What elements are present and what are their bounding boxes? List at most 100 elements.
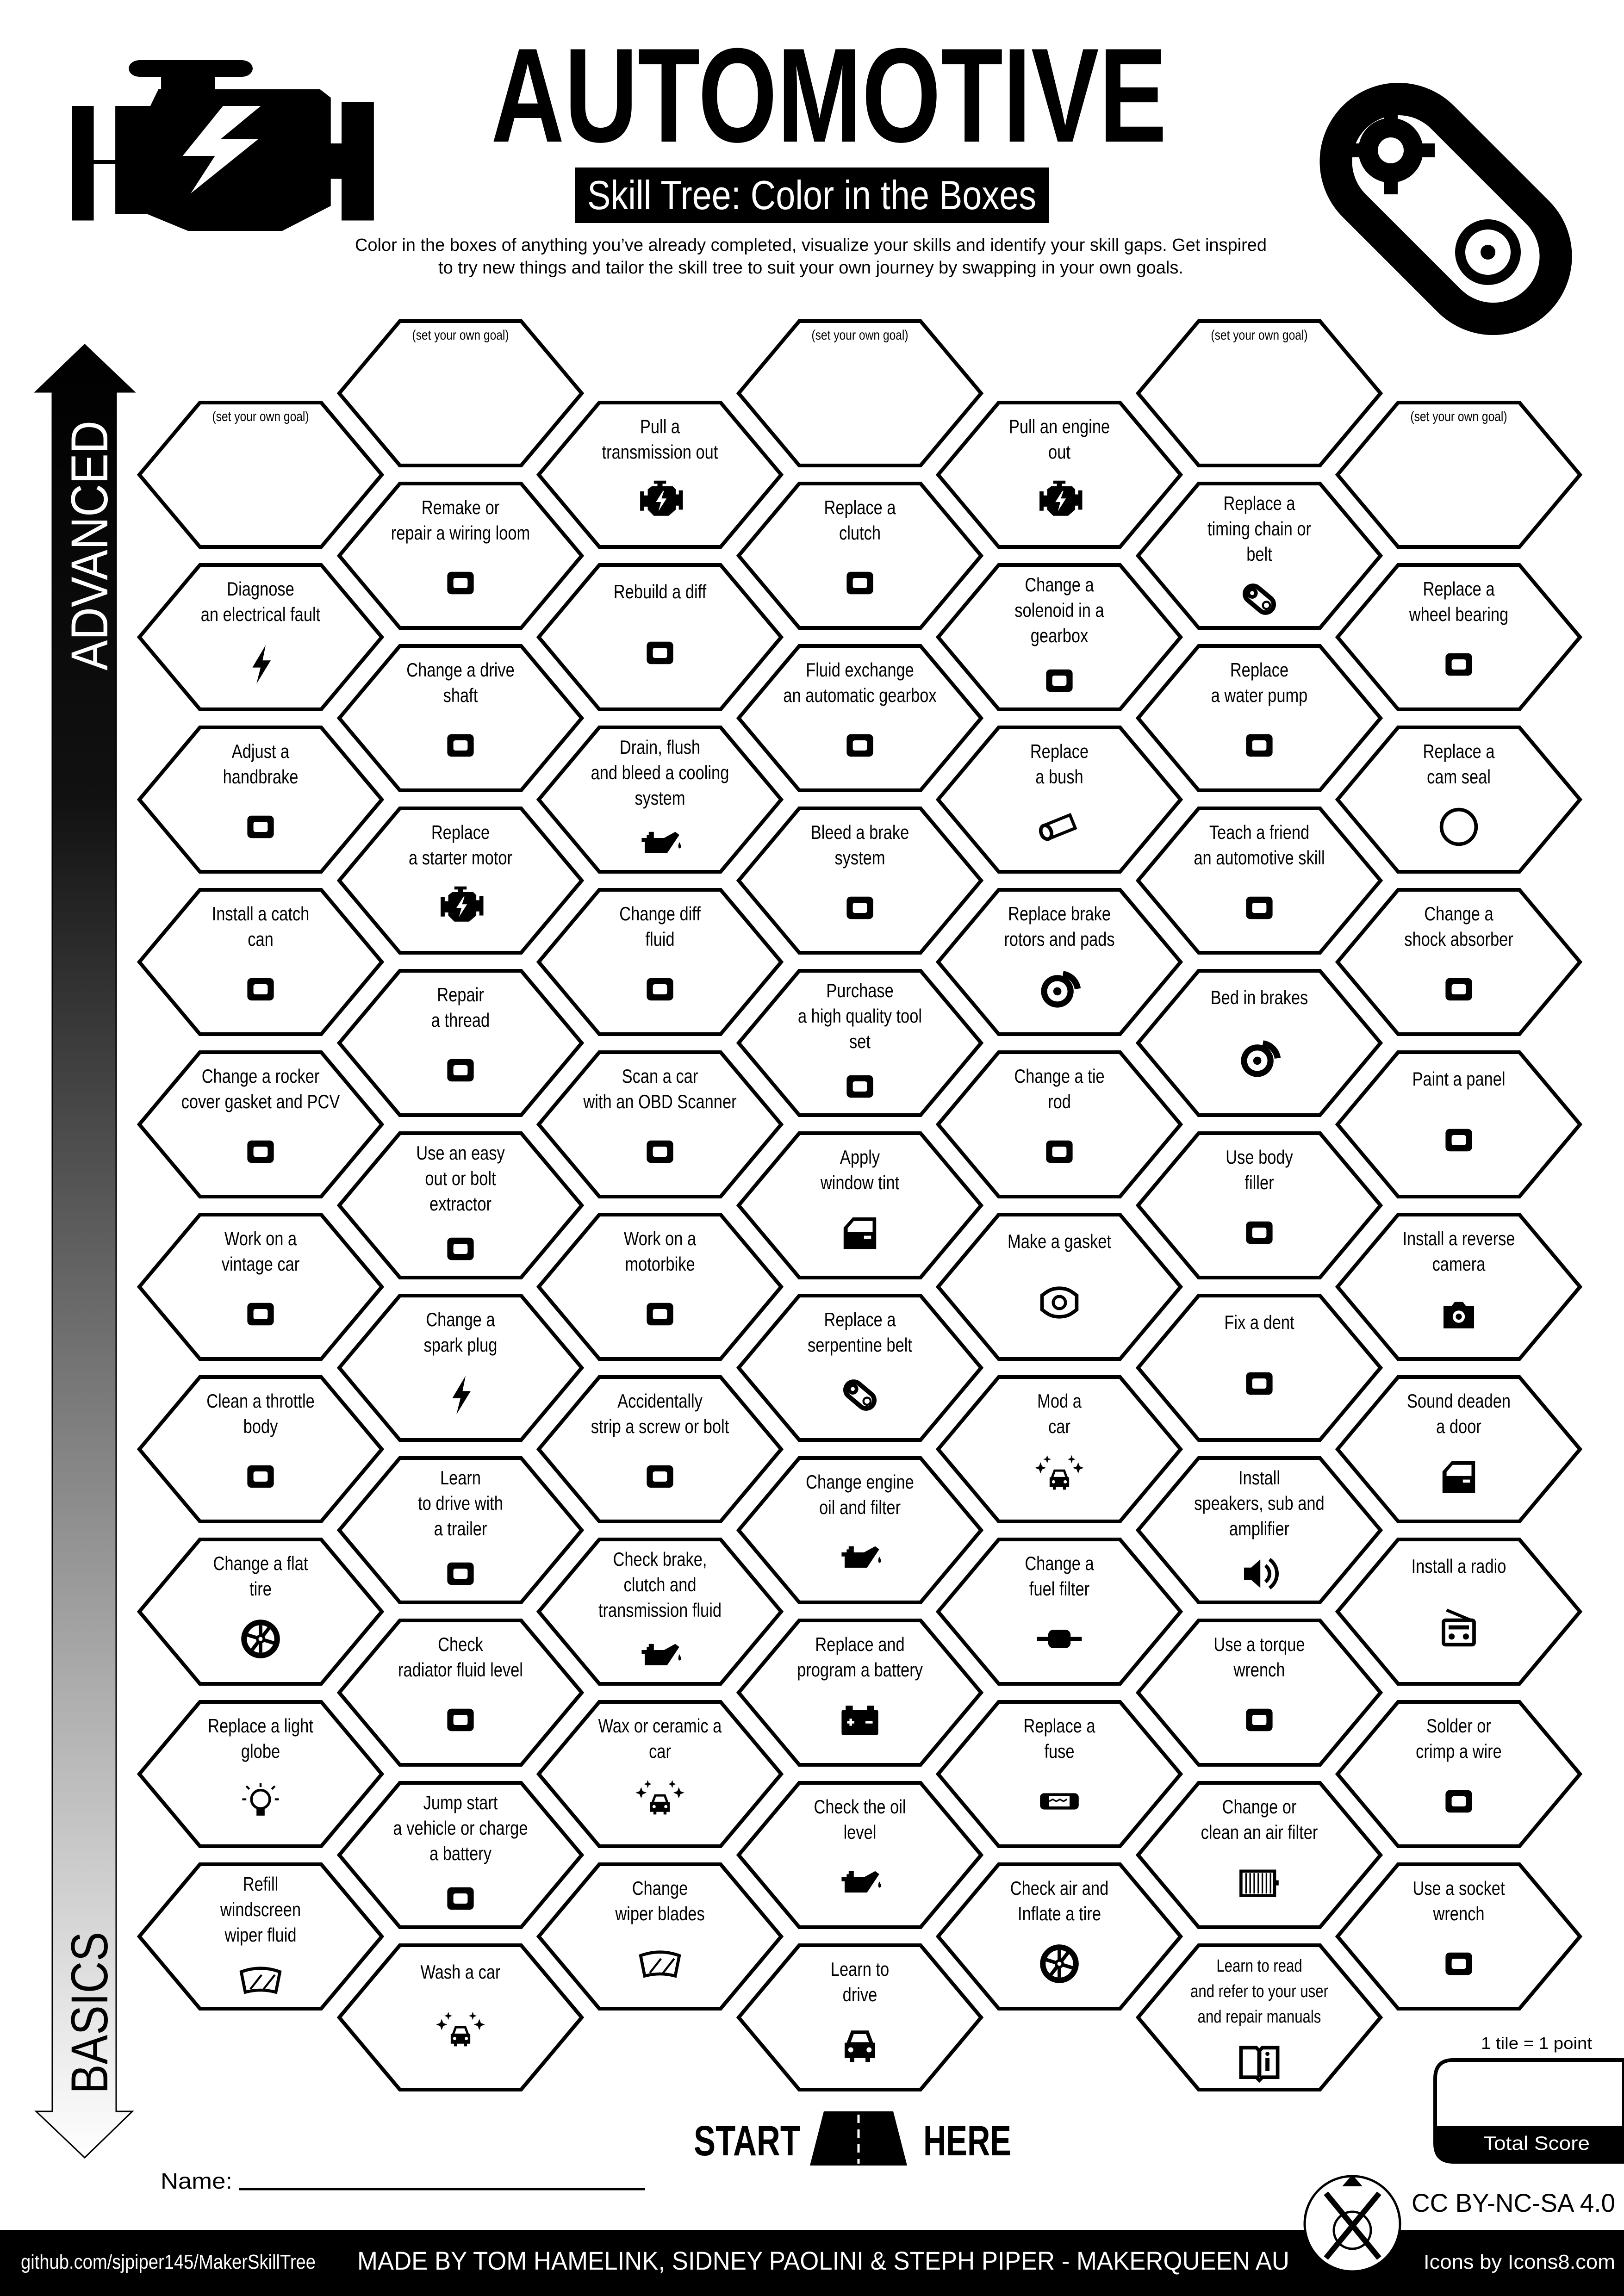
hex-box[interactable] — [736, 1294, 984, 1442]
hex-box[interactable] — [736, 1781, 984, 1929]
hex-box[interactable] — [1135, 807, 1383, 955]
hex-box[interactable] — [1135, 644, 1383, 792]
skill-tile[interactable]: Replace brake rotors and pads — [935, 888, 1183, 1036]
hex-box[interactable] — [935, 1538, 1183, 1686]
hex-box[interactable] — [137, 1375, 385, 1523]
skill-tile[interactable]: Learn to read and refer to your user and r… — [1135, 1943, 1383, 2091]
skill-tile[interactable]: Replace a cam seal — [1335, 726, 1583, 874]
skill-tile[interactable]: Scan a car with an OBD Scanner — [536, 1050, 784, 1198]
hex-box[interactable] — [137, 1213, 385, 1361]
skill-tile[interactable]: Accidentally strip a screw or bolt — [536, 1375, 784, 1523]
hex-box[interactable] — [736, 482, 984, 630]
hex-box[interactable] — [536, 401, 784, 549]
skill-tile[interactable]: Change engine oil and filter — [736, 1456, 984, 1604]
skill-tile[interactable]: Change a drive shaft — [336, 644, 585, 792]
skill-tile[interactable]: Replace a bush — [935, 726, 1183, 874]
skill-tile[interactable]: Learn to drive — [736, 1943, 984, 2091]
hex-box[interactable] — [536, 1050, 784, 1198]
hex-box[interactable] — [336, 482, 585, 630]
hex-box[interactable] — [137, 1050, 385, 1198]
hex-box[interactable] — [137, 1700, 385, 1848]
skill-tile[interactable]: Change a solenoid in a gearbox — [935, 563, 1183, 711]
hex-box[interactable] — [736, 319, 984, 467]
hex-box[interactable] — [736, 1131, 984, 1279]
hex-box[interactable] — [137, 563, 385, 711]
skill-tile[interactable]: Change or clean an air filter — [1135, 1781, 1383, 1929]
hex-box[interactable] — [137, 726, 385, 874]
hex-box[interactable] — [1135, 969, 1383, 1117]
hex-box[interactable] — [1135, 1619, 1383, 1767]
hex-box[interactable] — [736, 969, 984, 1117]
skill-tile[interactable]: Jump start a vehicle or charge a battery — [336, 1781, 585, 1929]
hex-box[interactable] — [1135, 482, 1383, 630]
skill-tile[interactable]: Replace a clutch — [736, 482, 984, 630]
skill-tile[interactable]: Check the oil level — [736, 1781, 984, 1929]
skill-tile[interactable]: Purchase a high quality tool set — [736, 969, 984, 1117]
hex-box[interactable] — [536, 1538, 784, 1686]
hex-box[interactable] — [736, 1943, 984, 2091]
skill-tile[interactable]: Replace a timing chain or belt — [1135, 482, 1383, 630]
skill-tile[interactable]: Remake or repair a wiring loom — [336, 482, 585, 630]
hex-box[interactable] — [736, 644, 984, 792]
skill-tile[interactable]: Replace a water pump — [1135, 644, 1383, 792]
skill-tile[interactable]: Sound deaden a door — [1335, 1375, 1583, 1523]
skill-tile[interactable]: Repair a thread — [336, 969, 585, 1117]
hex-box[interactable] — [1135, 1294, 1383, 1442]
skill-tile[interactable]: Make a gasket — [935, 1213, 1183, 1361]
hex-box[interactable] — [536, 1862, 784, 2011]
hex-box[interactable] — [536, 1700, 784, 1848]
skill-tile[interactable]: Paint a panel — [1335, 1050, 1583, 1198]
skill-tile[interactable]: Bleed a brake system — [736, 807, 984, 955]
hex-box[interactable] — [536, 726, 784, 874]
hex-box[interactable] — [1135, 1456, 1383, 1604]
hex-box[interactable] — [336, 1943, 585, 2091]
skill-tile[interactable]: Work on a motorbike — [536, 1213, 784, 1361]
skill-tile[interactable]: Refill windscreen wiper fluid — [137, 1862, 385, 2011]
custom-goal-tile[interactable]: (set your own goal) — [336, 319, 585, 467]
skill-tile[interactable]: Mod a car — [935, 1375, 1183, 1523]
total-score-box[interactable]: 1 tile = 1 point Total Score — [1433, 2034, 1624, 2164]
custom-goal-tile[interactable]: (set your own goal) — [137, 401, 385, 549]
hex-box[interactable] — [536, 1213, 784, 1361]
skill-tile[interactable]: Use a socket wrench — [1335, 1862, 1583, 2011]
hex-box[interactable] — [736, 1456, 984, 1604]
skill-tile[interactable]: Teach a friend an automotive skill — [1135, 807, 1383, 955]
hex-box[interactable] — [935, 401, 1183, 549]
hex-box[interactable] — [137, 1862, 385, 2011]
skill-tile[interactable]: Install a radio — [1335, 1538, 1583, 1686]
skill-tile[interactable]: Change a flat tire — [137, 1538, 385, 1686]
skill-tile[interactable]: Change wiper blades — [536, 1862, 784, 2011]
custom-goal-tile[interactable]: (set your own goal) — [736, 319, 984, 467]
hex-box[interactable] — [1335, 401, 1583, 549]
skill-tile[interactable]: Use a torque wrench — [1135, 1619, 1383, 1767]
hex-box[interactable] — [536, 563, 784, 711]
skill-tile[interactable]: Replace a fuse — [935, 1700, 1183, 1848]
hex-box[interactable] — [1335, 1700, 1583, 1848]
hex-box[interactable] — [1335, 1050, 1583, 1198]
skill-tile[interactable]: Check air and Inflate a tire — [935, 1862, 1183, 2011]
hex-box[interactable] — [336, 644, 585, 792]
skill-tile[interactable]: Change a rocker cover gasket and PCV — [137, 1050, 385, 1198]
skill-tile[interactable]: Pull an engine out — [935, 401, 1183, 549]
skill-tile[interactable]: Replace a wheel bearing — [1335, 563, 1583, 711]
skill-tile[interactable]: Check radiator fluid level — [336, 1619, 585, 1767]
skill-tile[interactable]: Install a catch can — [137, 888, 385, 1036]
hex-box[interactable] — [1135, 1781, 1383, 1929]
skill-tile[interactable]: Rebuild a diff — [536, 563, 784, 711]
hex-box[interactable] — [336, 1456, 585, 1604]
hex-box[interactable] — [336, 319, 585, 467]
hex-box[interactable] — [1335, 1213, 1583, 1361]
hex-box[interactable] — [1135, 1943, 1383, 2091]
skill-tile[interactable]: Change a fuel filter — [935, 1538, 1183, 1686]
hex-box[interactable] — [536, 888, 784, 1036]
hex-box[interactable] — [935, 726, 1183, 874]
skill-tile[interactable]: Check brake, clutch and transmission fluid — [536, 1538, 784, 1686]
hex-box[interactable] — [137, 888, 385, 1036]
skill-tile[interactable]: Fluid exchange an automatic gearbox — [736, 644, 984, 792]
hex-box[interactable] — [736, 1619, 984, 1767]
skill-tile[interactable]: Change a spark plug — [336, 1294, 585, 1442]
skill-tile[interactable]: Fix a dent — [1135, 1294, 1383, 1442]
skill-tile[interactable]: Wash a car — [336, 1943, 585, 2091]
skill-tile[interactable]: Change a tie rod — [935, 1050, 1183, 1198]
hex-box[interactable] — [736, 807, 984, 955]
